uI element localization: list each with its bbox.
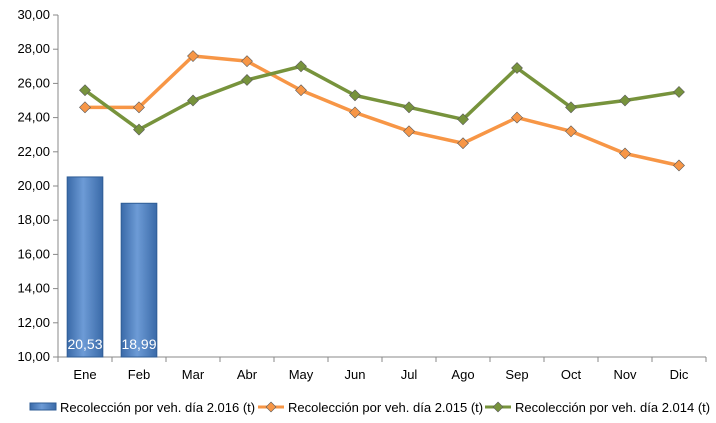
data-point bbox=[241, 55, 253, 68]
data-point bbox=[403, 101, 415, 114]
legend-label: Recolección por veh. día 2.015 (t) bbox=[288, 400, 483, 415]
bars bbox=[66, 176, 158, 358]
legend-marker bbox=[265, 401, 277, 413]
bar bbox=[120, 202, 158, 358]
data-point bbox=[79, 84, 91, 97]
y-tick-label: 10,00 bbox=[17, 349, 50, 364]
data-point bbox=[457, 137, 469, 150]
y-tick-label: 16,00 bbox=[17, 246, 50, 261]
x-tick-label: Jun bbox=[345, 367, 366, 382]
x-tick-label: Ene bbox=[73, 367, 96, 382]
x-tick-label: May bbox=[289, 367, 314, 382]
data-point bbox=[295, 60, 307, 73]
bar-data-label: 20,53 bbox=[67, 336, 102, 352]
legend-marker bbox=[492, 401, 504, 413]
legend-swatch bbox=[29, 402, 57, 411]
data-point bbox=[241, 74, 253, 86]
data-point bbox=[619, 147, 631, 160]
data-labels: 20,53 18,99 bbox=[67, 336, 156, 352]
legend-label: Recolección por veh. día 2.014 (t) bbox=[515, 400, 710, 415]
data-point bbox=[511, 111, 523, 124]
y-tick-label: 30,00 bbox=[17, 7, 50, 22]
x-tick-label: Sep bbox=[505, 367, 528, 382]
data-point bbox=[565, 101, 577, 114]
x-tick-label: Abr bbox=[237, 367, 258, 382]
data-point bbox=[403, 125, 415, 138]
x-tick-label: Jul bbox=[401, 367, 418, 382]
y-tick-label: 28,00 bbox=[17, 41, 50, 56]
axes: 10,00 12,00 14,00 16,00 18,00 20,00 22,00 24,00… bbox=[17, 7, 707, 382]
data-point bbox=[133, 123, 145, 136]
data-point bbox=[79, 101, 91, 114]
data-point bbox=[511, 62, 523, 74]
data-point bbox=[673, 159, 685, 172]
bar-data-label: 18,99 bbox=[121, 336, 156, 352]
data-point bbox=[349, 106, 361, 119]
x-tick-label: Ago bbox=[451, 367, 474, 382]
bar bbox=[66, 176, 104, 358]
data-point bbox=[349, 89, 361, 102]
data-point bbox=[187, 94, 199, 107]
y-tick-label: 14,00 bbox=[17, 281, 50, 296]
x-tick-label: Nov bbox=[613, 367, 637, 382]
data-point bbox=[565, 125, 577, 138]
x-tick-label: Oct bbox=[561, 367, 582, 382]
y-tick-label: 20,00 bbox=[17, 178, 50, 193]
x-tick-label: Feb bbox=[128, 367, 150, 382]
y-tick-label: 26,00 bbox=[17, 75, 50, 90]
data-point bbox=[133, 101, 145, 114]
data-point bbox=[673, 86, 685, 98]
y-tick-label: 18,00 bbox=[17, 212, 50, 227]
series-line bbox=[85, 54, 680, 168]
y-tick-label: 22,00 bbox=[17, 144, 50, 159]
lines bbox=[79, 50, 685, 172]
x-tick-label: Mar bbox=[182, 367, 205, 382]
data-point bbox=[295, 84, 307, 97]
data-point bbox=[619, 94, 631, 107]
legend: Recolección por veh. día 2.016 (t) Recole… bbox=[29, 400, 710, 415]
data-point bbox=[187, 50, 199, 62]
y-tick-label: 24,00 bbox=[17, 110, 50, 125]
x-tick-label: Dic bbox=[670, 367, 689, 382]
legend-label: Recolección por veh. día 2.016 (t) bbox=[60, 400, 255, 415]
y-tick-label: 12,00 bbox=[17, 315, 50, 330]
data-point bbox=[457, 113, 469, 126]
series-line bbox=[83, 64, 680, 132]
